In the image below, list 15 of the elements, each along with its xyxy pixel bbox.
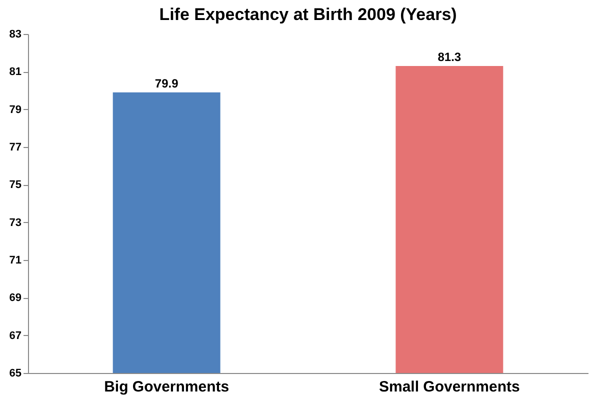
y-tick-label: 69 bbox=[9, 292, 22, 304]
y-tick-label: 75 bbox=[9, 179, 22, 192]
x-tick-label: Small Governments bbox=[378, 378, 520, 396]
y-tick-label: 67 bbox=[9, 330, 22, 342]
x-tick-label: Big Governments bbox=[104, 378, 230, 396]
y-tick-label: 65 bbox=[9, 368, 22, 380]
y-tick-label: 71 bbox=[9, 254, 22, 266]
y-tick-label: 73 bbox=[9, 216, 22, 229]
data-label: 81.3 bbox=[438, 50, 462, 64]
y-tick-label: 81 bbox=[9, 66, 22, 78]
y-tick-label: 83 bbox=[9, 28, 22, 40]
y-tick-label: 77 bbox=[9, 142, 22, 154]
chart-title: Life Expectancy at Birth 2009 (Years) bbox=[159, 5, 457, 24]
data-label: 79.9 bbox=[154, 76, 179, 90]
y-tick-label: 79 bbox=[9, 104, 22, 116]
